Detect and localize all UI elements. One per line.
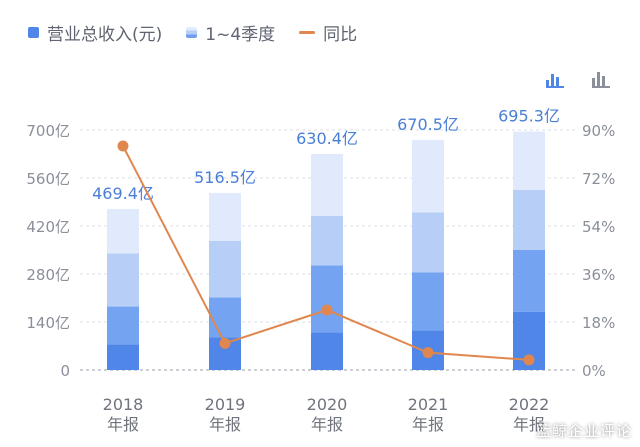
bar-segment-q4 xyxy=(513,131,545,190)
y-left-tick-label: 560亿 xyxy=(26,170,70,188)
stacked-chart-icon[interactable] xyxy=(592,70,610,88)
legend-item-quarters[interactable]: 1~4季度 xyxy=(186,20,275,45)
y-right-tick-label: 36% xyxy=(582,266,615,284)
bar-segment-q4 xyxy=(107,209,139,254)
bar-total-label: 630.4亿 xyxy=(296,129,358,148)
bar-segment-q4 xyxy=(209,192,241,241)
y-right-tick-label: 18% xyxy=(582,314,615,332)
x-tick-label-year: 2020 xyxy=(307,395,348,414)
legend-swatch-quarters xyxy=(186,26,198,38)
x-tick-label-year: 2022 xyxy=(509,395,550,414)
bar-segment-q4 xyxy=(311,153,343,216)
y-left-tick-label: 420亿 xyxy=(26,218,70,236)
y-left-tick-label: 140亿 xyxy=(26,314,70,332)
yoy-point xyxy=(117,140,129,152)
yoy-point xyxy=(219,337,231,349)
x-tick-label-type: 年报 xyxy=(311,415,343,434)
x-tick-label-year: 2021 xyxy=(408,395,449,414)
y-left-tick-label: 0 xyxy=(60,362,70,380)
y-left-tick-label: 700亿 xyxy=(26,122,70,140)
bar-segment-q3 xyxy=(209,240,241,298)
bar-segment-q3 xyxy=(311,215,343,266)
bar-segment-q2 xyxy=(107,306,139,345)
bar-segment-q2 xyxy=(513,250,545,312)
bar-segment-q2 xyxy=(412,272,444,331)
legend-item-yoy[interactable]: 同比 xyxy=(299,20,357,45)
x-tick-label-year: 2019 xyxy=(205,395,246,414)
bar-chart-icon[interactable] xyxy=(546,70,564,88)
x-tick-label-type: 年报 xyxy=(209,415,241,434)
bar-segment-q1 xyxy=(107,344,139,370)
legend-swatch-yoy xyxy=(299,30,316,34)
bar-total-label: 469.4亿 xyxy=(92,184,154,203)
bar-total-label: 670.5亿 xyxy=(397,115,459,134)
bar-total-label: 516.5亿 xyxy=(194,168,256,187)
bar-segment-q3 xyxy=(513,190,545,250)
bar-segment-q3 xyxy=(412,212,444,273)
legend-item-total[interactable]: 营业总收入(元) xyxy=(28,20,162,45)
x-tick-label-type: 年报 xyxy=(412,415,444,434)
y-right-tick-label: 72% xyxy=(582,170,615,188)
x-tick-label-type: 年报 xyxy=(513,415,545,434)
yoy-point xyxy=(523,354,535,366)
legend-swatch-total xyxy=(28,26,39,38)
bar-segment-q2 xyxy=(311,265,343,333)
yoy-point xyxy=(422,347,434,359)
y-left-tick-label: 280亿 xyxy=(26,266,70,284)
legend-label-yoy: 同比 xyxy=(323,24,358,45)
y-right-tick-label: 0% xyxy=(582,362,606,380)
bar-segment-q3 xyxy=(107,253,139,307)
bar-total-label: 695.3亿 xyxy=(498,107,560,126)
bar-segment-q2 xyxy=(209,297,241,338)
yoy-point xyxy=(321,304,333,316)
y-right-tick-label: 54% xyxy=(582,218,615,236)
legend: 营业总收入(元) 1~4季度 同比 xyxy=(28,18,357,46)
bar-segment-q1 xyxy=(311,332,343,370)
x-tick-label-type: 年报 xyxy=(107,415,139,434)
x-tick-label-year: 2018 xyxy=(103,395,144,414)
watermark: 蓝鲸企业评论 xyxy=(535,422,632,440)
y-right-tick-label: 90% xyxy=(582,122,615,140)
bar-segment-q4 xyxy=(412,140,444,213)
legend-label-total: 营业总收入(元) xyxy=(47,24,163,45)
legend-label-quarters: 1~4季度 xyxy=(205,24,276,45)
